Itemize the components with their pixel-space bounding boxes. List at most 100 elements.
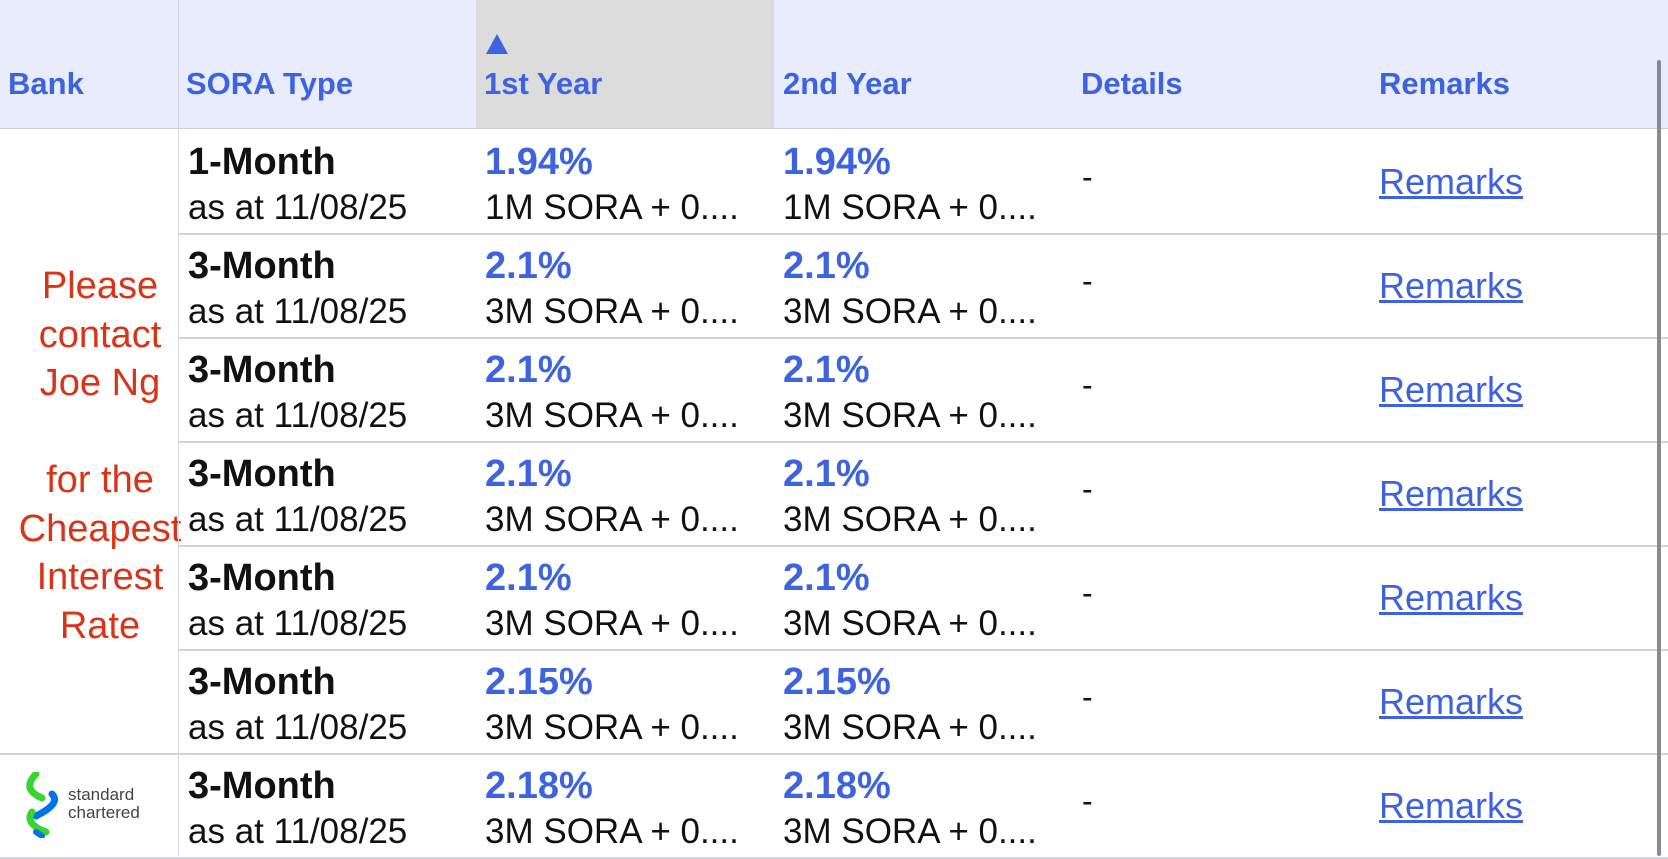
column-header-remarks-label: Remarks — [1379, 66, 1510, 101]
details-cell: - — [1082, 575, 1093, 611]
bank-column-divider — [178, 0, 179, 856]
as-at-date: as at 11/08/25 — [188, 500, 408, 539]
remarks-link[interactable]: Remarks — [1379, 473, 1524, 514]
table-header: Bank SORA Type 1st Year 2nd Year Details… — [0, 0, 1668, 129]
standard-chartered-logo — [26, 772, 59, 838]
year2-rate: 2.1% — [783, 245, 870, 287]
column-header-details-label: Details — [1081, 66, 1183, 101]
details-cell: - — [1082, 159, 1093, 195]
year2-formula: 3M SORA + 0.... — [783, 396, 1037, 435]
sora-type-cell: 3-Month as at 11/08/25 — [188, 555, 407, 647]
table-row[interactable]: 3-Month as at 11/08/25 2.18% 3M SORA + 0… — [0, 753, 1668, 859]
year2-cell: 2.1% 3M SORA + 0.... — [783, 555, 1037, 647]
sora-type-cell: 3-Month as at 11/08/25 — [188, 347, 407, 439]
remarks-link[interactable]: Remarks — [1379, 681, 1524, 722]
year2-cell: 2.18% 3M SORA + 0.... — [783, 763, 1037, 855]
remarks-link[interactable]: Remarks — [1379, 369, 1524, 410]
year1-cell: 2.1% 3M SORA + 0.... — [485, 347, 739, 439]
bank-cell-merged — [0, 129, 178, 751]
year1-rate: 2.1% — [485, 557, 572, 599]
remarks-link[interactable]: Remarks — [1379, 265, 1524, 306]
column-header-1st-year[interactable]: 1st Year — [476, 0, 774, 128]
year1-cell: 2.1% 3M SORA + 0.... — [485, 243, 739, 335]
table-row[interactable]: 3-Month as at 11/08/25 2.1% 3M SORA + 0.… — [0, 233, 1668, 339]
remarks-link[interactable]: Remarks — [1379, 577, 1524, 618]
contact-note-line: for the — [46, 459, 154, 501]
sort-ascending-icon — [486, 34, 508, 54]
as-at-date: as at 11/08/25 — [188, 812, 408, 851]
year1-formula: 3M SORA + 0.... — [485, 812, 739, 851]
year2-rate: 2.15% — [783, 661, 891, 703]
column-header-bank[interactable]: Bank — [0, 0, 178, 128]
column-header-bank-label: Bank — [8, 66, 84, 101]
year2-formula: 3M SORA + 0.... — [783, 500, 1037, 539]
table-row[interactable]: 1-Month as at 11/08/25 1.94% 1M SORA + 0… — [0, 129, 1668, 235]
details-cell: - — [1082, 679, 1093, 715]
standard-chartered-wordmark: standard chartered — [68, 786, 140, 822]
details-cell: - — [1082, 471, 1093, 507]
year2-cell: 2.1% 3M SORA + 0.... — [783, 347, 1037, 439]
column-header-remarks[interactable]: Remarks — [1371, 0, 1651, 128]
table-row[interactable]: 3-Month as at 11/08/25 2.1% 3M SORA + 0.… — [0, 337, 1668, 443]
table-row[interactable]: 3-Month as at 11/08/25 2.15% 3M SORA + 0… — [0, 649, 1668, 755]
column-header-1st-year-label: 1st Year — [484, 66, 603, 101]
column-header-2nd-year[interactable]: 2nd Year — [775, 0, 1072, 128]
details-cell: - — [1082, 783, 1093, 819]
year1-formula: 1M SORA + 0.... — [485, 188, 739, 227]
contact-note-line: Please — [41, 265, 159, 307]
year2-formula: 3M SORA + 0.... — [783, 708, 1037, 747]
as-at-date: as at 11/08/25 — [188, 188, 408, 227]
year2-cell: 2.1% 3M SORA + 0.... — [783, 243, 1037, 335]
sora-type-label: 3-Month — [188, 349, 336, 391]
sora-type-label: 3-Month — [188, 765, 336, 807]
as-at-date: as at 11/08/25 — [188, 604, 408, 643]
contact-note-line: Rate — [59, 604, 141, 647]
year1-formula: 3M SORA + 0.... — [485, 500, 739, 539]
sora-type-cell: 3-Month as at 11/08/25 — [188, 243, 407, 335]
sora-type-label: 3-Month — [188, 245, 336, 287]
remarks-link[interactable]: Remarks — [1379, 785, 1524, 826]
year1-cell: 2.18% 3M SORA + 0.... — [485, 763, 739, 855]
year2-cell: 1.94% 1M SORA + 0.... — [783, 139, 1037, 231]
year1-formula: 3M SORA + 0.... — [485, 292, 739, 331]
table-row[interactable]: 3-Month as at 11/08/25 2.1% 3M SORA + 0.… — [0, 441, 1668, 547]
contact-note-line: Cheapest — [18, 507, 182, 550]
column-header-sora-type[interactable]: SORA Type — [178, 0, 475, 128]
contact-note: Please contact Joe Ng for the Cheapest Inter… — [0, 262, 200, 650]
year2-rate: 2.1% — [783, 453, 870, 495]
year1-rate: 2.1% — [485, 245, 572, 287]
logo-text-line1: standard — [68, 785, 135, 804]
year2-cell: 2.1% 3M SORA + 0.... — [783, 451, 1037, 543]
sora-type-label: 3-Month — [188, 453, 336, 495]
year2-cell: 2.15% 3M SORA + 0.... — [783, 659, 1037, 751]
table-row[interactable]: 3-Month as at 11/08/25 2.1% 3M SORA + 0.… — [0, 545, 1668, 651]
year2-rate: 1.94% — [783, 141, 891, 183]
contact-note-line: Interest — [36, 556, 164, 598]
details-cell: - — [1082, 263, 1093, 299]
sora-type-label: 3-Month — [188, 661, 336, 703]
year1-cell: 1.94% 1M SORA + 0.... — [485, 139, 739, 231]
sora-type-label: 1-Month — [188, 141, 336, 183]
year1-rate: 2.1% — [485, 453, 572, 495]
sora-type-cell: 3-Month as at 11/08/25 — [188, 763, 407, 855]
contact-note-line: Joe Ng — [39, 362, 161, 404]
column-header-details[interactable]: Details — [1073, 0, 1370, 128]
year2-formula: 3M SORA + 0.... — [783, 292, 1037, 331]
details-cell: - — [1082, 367, 1093, 403]
year2-rate: 2.1% — [783, 349, 870, 391]
column-header-sora-type-label: SORA Type — [186, 66, 354, 101]
year1-formula: 3M SORA + 0.... — [485, 708, 739, 747]
year2-rate: 2.1% — [783, 557, 870, 599]
remarks-link[interactable]: Remarks — [1379, 161, 1524, 202]
sora-type-cell: 1-Month as at 11/08/25 — [188, 139, 407, 231]
logo-text-line2: chartered — [68, 803, 140, 822]
year1-formula: 3M SORA + 0.... — [485, 396, 739, 435]
vertical-scrollbar[interactable] — [1657, 60, 1661, 856]
year1-cell: 2.1% 3M SORA + 0.... — [485, 451, 739, 543]
contact-note-line: contact — [38, 313, 162, 356]
as-at-date: as at 11/08/25 — [188, 292, 408, 331]
sora-type-cell: 3-Month as at 11/08/25 — [188, 451, 407, 543]
column-header-2nd-year-label: 2nd Year — [783, 66, 912, 101]
year1-rate: 1.94% — [485, 141, 593, 183]
year1-rate: 2.18% — [485, 765, 593, 807]
